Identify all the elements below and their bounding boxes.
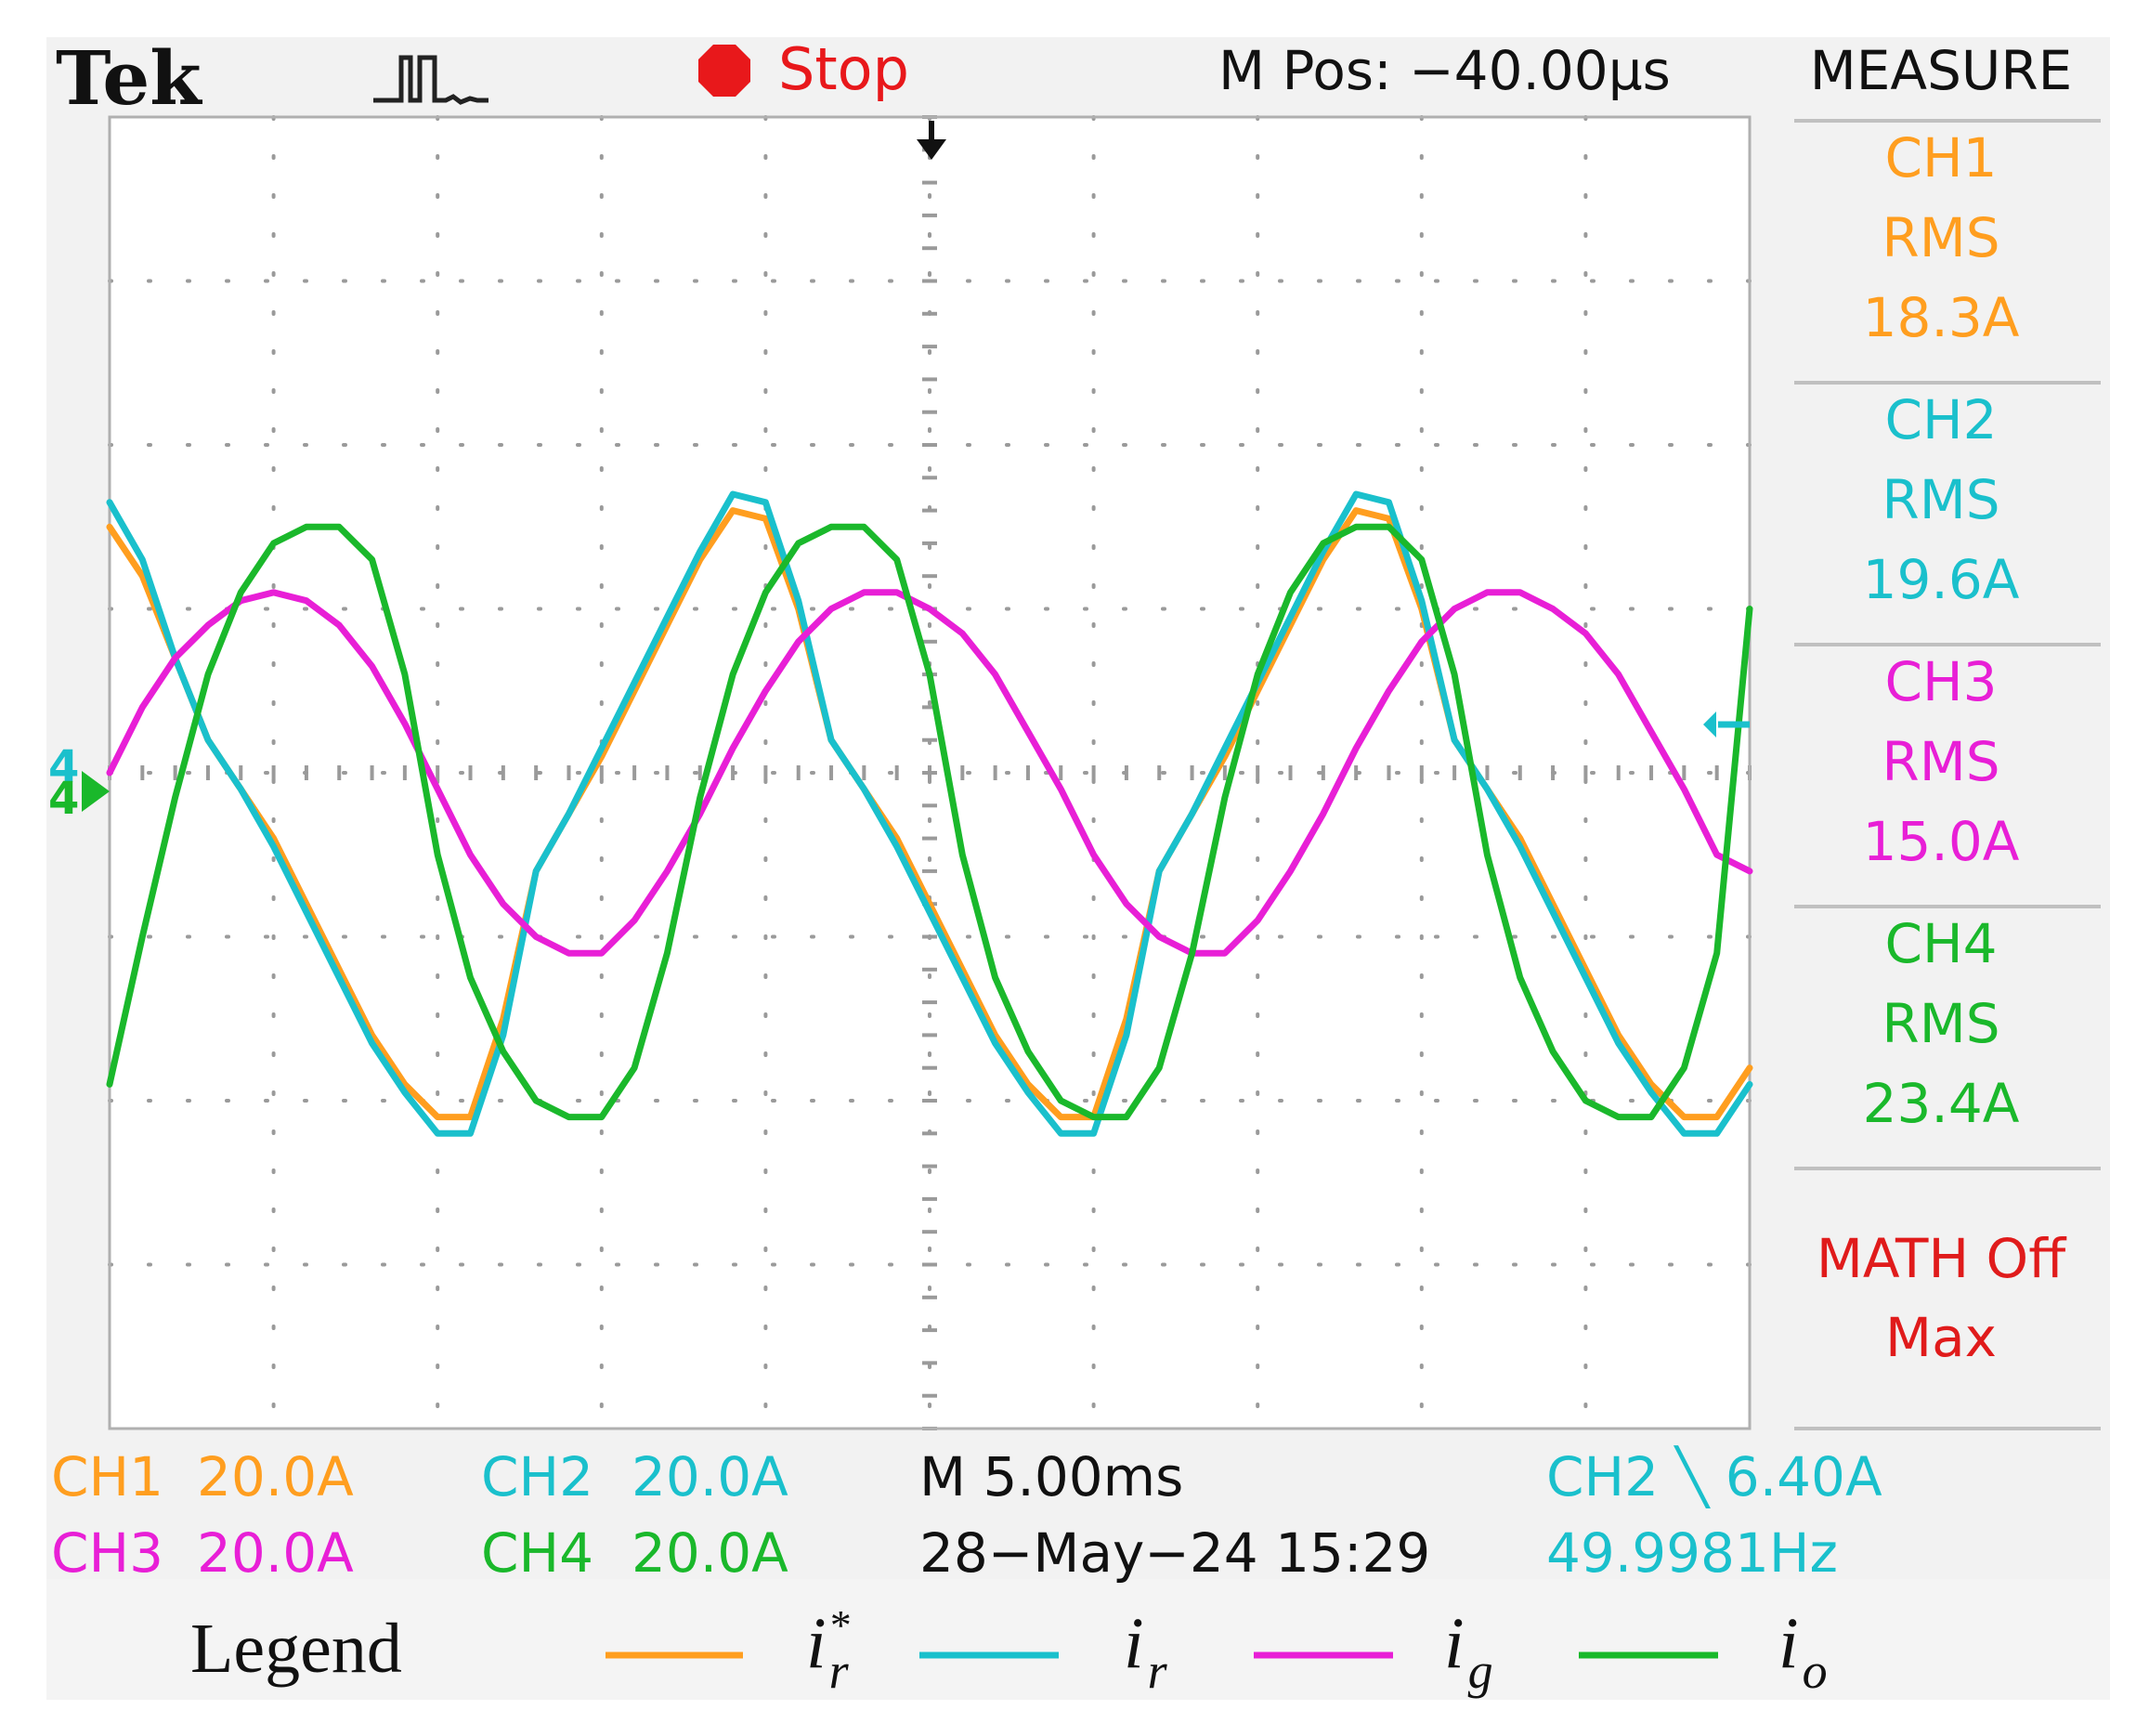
- ch3-name: CH3: [51, 1521, 163, 1585]
- stop-octagon-icon: [698, 45, 750, 97]
- measure-type: RMS: [1882, 992, 1999, 1055]
- legend-entry-0: i* r: [606, 1601, 850, 1699]
- run-state-label: Stop: [778, 35, 909, 103]
- legend-symbol: ig: [1444, 1602, 1493, 1699]
- pulse-waveform-icon: [373, 55, 488, 105]
- measure-channel: CH2: [1884, 388, 1997, 451]
- ch1-name: CH1: [51, 1445, 163, 1508]
- legend-symbol: i* r: [806, 1601, 850, 1699]
- measure-type: RMS: [1882, 206, 1999, 269]
- measure-panel: CH1 RMS 18.3A CH2 RMS 19.6A CH3 RMS 15.0A CH4 RMS 2…: [1794, 119, 2101, 1430]
- ch4-scale: 20.0A: [632, 1521, 788, 1585]
- measure-value: 18.3A: [1863, 286, 2020, 349]
- legend-entry-2: ig: [1254, 1602, 1493, 1699]
- measure-channel: CH4: [1884, 912, 1997, 975]
- measure-slot-ch3[interactable]: CH3 RMS 15.0A: [1863, 650, 2020, 873]
- measure-slot-ch2[interactable]: CH2 RMS 19.6A: [1863, 388, 2020, 611]
- math-line1: MATH Off: [1817, 1227, 2067, 1290]
- ch3-trace: [106, 589, 1753, 957]
- math-line2: Max: [1885, 1306, 1997, 1369]
- measure-type: RMS: [1882, 468, 1999, 531]
- legend-entry-1: ir: [919, 1602, 1168, 1699]
- channel-ground-markers: 4 4: [48, 741, 110, 825]
- trigger-readout: CH2 ╲ 6.40A: [1546, 1445, 1882, 1508]
- date-time-readout: 28−May−24 15:29: [919, 1521, 1430, 1585]
- ch2-name: CH2: [481, 1445, 593, 1508]
- ch4-name: CH4: [481, 1521, 593, 1585]
- timebase-readout: M 5.00ms: [919, 1445, 1183, 1508]
- legend-title: Legend: [190, 1610, 402, 1688]
- ch4-trace: [106, 523, 1753, 1121]
- measure-menu-title[interactable]: MEASURE: [1810, 39, 2073, 102]
- legend-symbol: ir: [1124, 1602, 1168, 1699]
- measure-value: 19.6A: [1863, 548, 2020, 611]
- legend-entry-3: io: [1579, 1602, 1828, 1699]
- ch2-trigger-level-marker: [1703, 711, 1750, 737]
- measure-slot-ch4[interactable]: CH4 RMS 23.4A: [1863, 912, 2020, 1135]
- ch2-trace: [106, 490, 1753, 1137]
- measure-value: 15.0A: [1863, 810, 2020, 873]
- legend-symbol: io: [1778, 1602, 1828, 1699]
- measure-channel: CH1: [1884, 126, 1997, 189]
- ch2-scale: 20.0A: [632, 1445, 788, 1508]
- svg-text:4: 4: [48, 741, 79, 793]
- measure-slot-math[interactable]: MATH Off Max: [1817, 1227, 2067, 1369]
- legend-bar: [46, 1579, 2110, 1700]
- trigger-position-marker: [917, 121, 946, 160]
- waveform-traces: [106, 490, 1753, 1137]
- measure-channel: CH3: [1884, 650, 1997, 713]
- measure-type: RMS: [1882, 730, 1999, 793]
- footer-readouts: CH1 20.0A CH3 20.0A CH2 20.0A CH4 20.0A …: [51, 1445, 1882, 1585]
- brand-logo: Tek: [56, 34, 202, 122]
- frequency-readout: 49.9981Hz: [1546, 1521, 1838, 1585]
- graticule: [108, 115, 1752, 1430]
- svg-text:4: 4: [48, 773, 79, 825]
- ch3-scale: 20.0A: [197, 1521, 354, 1585]
- ch1-scale: 20.0A: [197, 1445, 354, 1508]
- measure-slot-ch1[interactable]: CH1 RMS 18.3A: [1863, 126, 2020, 349]
- trigger-position-readout: M Pos: −40.00μs: [1218, 39, 1671, 102]
- legend-entries: i* r ir ig io: [606, 1601, 1828, 1699]
- measure-value: 23.4A: [1863, 1072, 2020, 1135]
